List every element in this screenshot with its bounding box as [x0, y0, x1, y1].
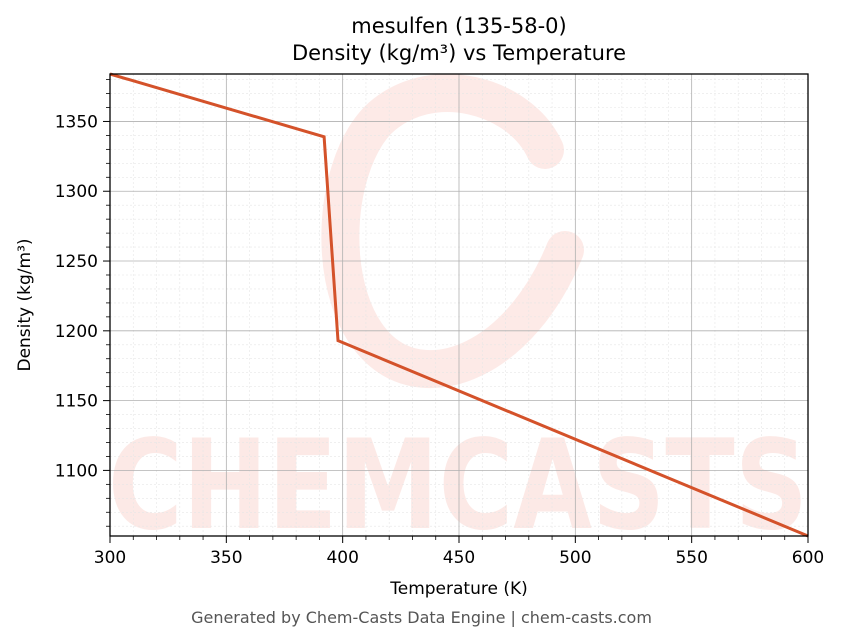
- x-tick-labels: 300 350 400 450 500 550 600: [94, 548, 824, 568]
- y-tick-label: 1350: [55, 112, 98, 132]
- y-axis-label: Density (kg/m³): [15, 238, 35, 371]
- x-tick-label: 600: [792, 548, 824, 568]
- x-tick-label: 350: [210, 548, 242, 568]
- x-tick-label: 550: [675, 548, 707, 568]
- footer-credit: Generated by Chem-Casts Data Engine | ch…: [191, 608, 652, 627]
- y-tick-label: 1150: [55, 392, 98, 412]
- x-tick-label: 300: [94, 548, 126, 568]
- y-tick-labels: 1100 1150 1200 1250 1300 1350: [55, 112, 98, 481]
- series-line-0: [109, 72, 809, 538]
- y-tick-label: 1300: [55, 182, 98, 202]
- y-tick-label: 1250: [55, 252, 98, 272]
- x-tick-label: 450: [443, 548, 475, 568]
- chart-subtitle: Density (kg/m³) vs Temperature: [291, 41, 627, 65]
- x-tick-label: 500: [559, 548, 591, 568]
- series-layer: [109, 72, 809, 538]
- y-tick-label: 1100: [55, 461, 98, 481]
- x-axis-label: Temperature (K): [389, 579, 528, 599]
- x-tick-label: 400: [326, 548, 358, 568]
- axis-ticks: [103, 79, 809, 543]
- chart-title: mesulfen (135-58-0): [351, 14, 567, 38]
- major-grid: [109, 74, 809, 536]
- y-tick-label: 1200: [55, 322, 98, 342]
- chemcasts-watermark: CHEMCASTS: [108, 74, 808, 558]
